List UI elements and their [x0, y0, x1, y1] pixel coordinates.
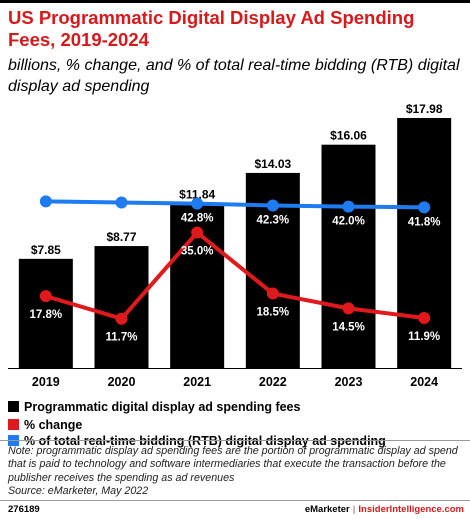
rtb-point-2020 [115, 196, 128, 209]
change-label-2022: 18.5% [257, 307, 290, 319]
change-label-2021: 35.0% [181, 246, 214, 258]
chart-title: US Programmatic Digital Display Ad Spend… [8, 7, 415, 50]
x-tick-2024: 2024 [410, 375, 438, 389]
rtb-label-2023: 42.0% [332, 216, 365, 228]
x-tick-2020: 2020 [108, 375, 136, 389]
brand-separator: | [352, 504, 356, 515]
footer-divider [0, 500, 470, 501]
x-tick-2019: 2019 [32, 375, 60, 389]
rtb-label-2019: 43.4% [30, 210, 63, 222]
change-label-2020: 11.7% [106, 332, 138, 344]
bar-label-2019: $7.85 [31, 243, 61, 257]
bar-2019 [18, 258, 73, 368]
bar-label-2024: $17.98 [406, 102, 443, 116]
rtb-label-2022: 42.3% [257, 214, 290, 226]
legend-item-change: % change [8, 417, 82, 433]
legend-swatch-change [8, 419, 19, 430]
x-tick-2021: 2021 [183, 375, 211, 389]
rtb-point-2022 [266, 199, 279, 212]
bar-label-2020: $8.77 [106, 230, 136, 244]
legend-label-change: % change [24, 418, 83, 432]
legend-label-bars: Programmatic digital display ad spending… [24, 400, 301, 414]
change-point-2021 [191, 226, 204, 239]
legend-row-1: Programmatic digital display ad spending… [8, 399, 310, 415]
brand: eMarketer | InsiderIntelligence.com [305, 504, 464, 516]
change-point-2022 [266, 287, 279, 300]
change-label-2023: 14.5% [332, 321, 365, 333]
change-point-2020 [115, 312, 128, 325]
legend-item-bars: Programmatic digital display ad spending… [8, 399, 300, 415]
chart-note: Note: programmatic display ad spending f… [8, 445, 466, 499]
source-text: Source: eMarketer, May 2022 [8, 485, 149, 498]
rtb-point-2021 [191, 197, 204, 210]
change-point-2023 [342, 302, 355, 315]
x-tick-2022: 2022 [259, 375, 287, 389]
rtb-point-2019 [39, 195, 52, 208]
chart-id: 276189 [8, 504, 40, 515]
chart-area: $7.85 $8.77 $11.84 $14.03 $16.06 $17.98 2019 20… [8, 102, 462, 389]
note-text: Note: programmatic display ad spending f… [8, 445, 458, 484]
rtb-label-2021: 42.8% [181, 213, 214, 225]
legend-swatch-bars [8, 401, 19, 412]
change-label-2019: 17.8% [30, 309, 63, 321]
brand-emarketer: eMarketer [304, 504, 350, 515]
change-line [43, 230, 427, 321]
bar-label-2021: $11.84 [179, 187, 215, 201]
bar-label-2023: $16.06 [330, 129, 367, 143]
bar-2024 [397, 118, 452, 368]
chart-subtitle: billions, % change, and % of total real-… [8, 57, 460, 95]
legend-label-rtb: % of total real-time bidding (RTB) digit… [24, 434, 386, 448]
note-divider [0, 440, 470, 441]
rtb-point-2023 [342, 200, 355, 213]
bar-2023 [321, 144, 376, 368]
rtb-line [43, 199, 427, 210]
change-point-2019 [39, 290, 52, 303]
change-label-2024: 11.9% [408, 331, 440, 343]
top-rule [0, 0, 470, 3]
x-tick-2023: 2023 [335, 375, 363, 389]
change-point-2024 [418, 311, 431, 324]
rtb-label-2024: 41.8% [408, 216, 441, 228]
rtb-point-2024 [418, 201, 431, 214]
rtb-label-2020: 43.1% [105, 212, 138, 224]
brand-insiderintelligence: InsiderIntelligence.com [358, 504, 464, 515]
bar-2020 [94, 246, 149, 368]
bar-label-2022: $14.03 [254, 157, 291, 171]
